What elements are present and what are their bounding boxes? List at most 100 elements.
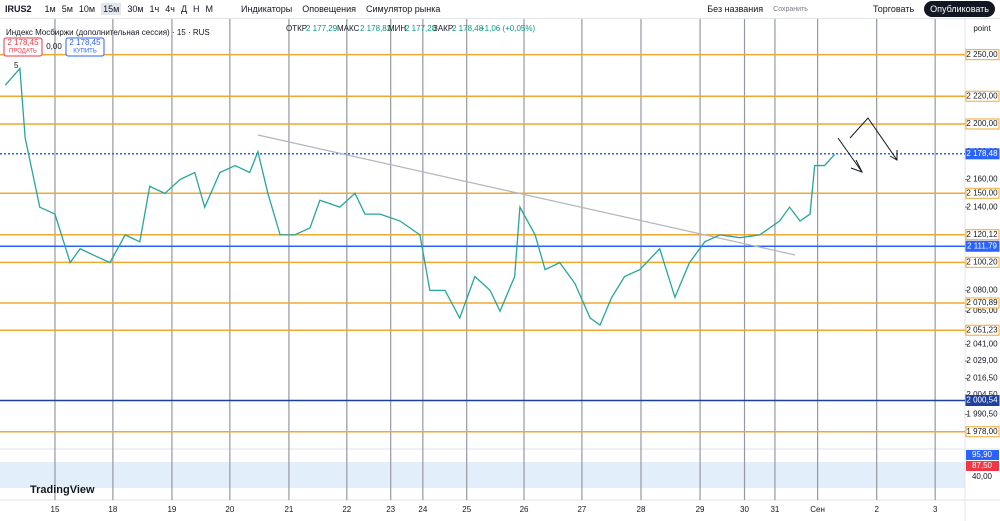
layout-name[interactable]: Без названия bbox=[707, 4, 764, 14]
level-label-box bbox=[965, 426, 1000, 438]
save[interactable]: Сохранить bbox=[773, 5, 808, 13]
interval[interactable]: 30м bbox=[127, 4, 144, 14]
osc-label-box bbox=[966, 461, 999, 471]
symbol[interactable]: IRUS2 bbox=[5, 4, 32, 14]
level-label-box bbox=[965, 90, 1000, 102]
interval[interactable]: М bbox=[205, 4, 214, 14]
x-tick-label: 21 bbox=[284, 505, 293, 514]
legend-title: Индекс Мосбиржи (дополнительная сессия) … bbox=[6, 28, 210, 37]
level-label: 2 100,20 bbox=[966, 257, 998, 266]
oscillator-band bbox=[0, 462, 965, 488]
interval[interactable]: 4ч bbox=[165, 4, 175, 14]
replay[interactable]: Симулятор рынка bbox=[365, 4, 441, 14]
intervals: 1м 5м 10м 15м 30м 1ч 4ч Д Н М bbox=[42, 3, 217, 15]
arrow-drawing bbox=[849, 117, 898, 161]
x-tick-label: 3 bbox=[933, 505, 938, 514]
sell-button[interactable] bbox=[3, 37, 43, 57]
osc-label-box bbox=[966, 450, 999, 460]
level-label: 2 200,00 bbox=[966, 119, 998, 128]
y-tick-label: 2 029,00 bbox=[966, 356, 998, 365]
x-tick-label: 15 bbox=[51, 505, 60, 514]
interval[interactable]: Н bbox=[193, 4, 200, 14]
x-tick-label: 24 bbox=[418, 505, 427, 514]
sell-label[interactable]: ПРОДАТЬ bbox=[9, 49, 37, 55]
level-label-box bbox=[965, 49, 1000, 61]
buy-price[interactable]: 2 178,45 bbox=[69, 38, 101, 47]
x-tick-label: 18 bbox=[108, 505, 117, 514]
y-tick-label: 2 004,50 bbox=[966, 390, 998, 399]
spread: 0,00 bbox=[46, 42, 62, 51]
x-tick-label: 27 bbox=[577, 505, 586, 514]
legend-high-label: МАКС bbox=[337, 24, 360, 33]
level-label: 1 978,00 bbox=[966, 427, 998, 436]
level-label: 2 150,00 bbox=[966, 188, 998, 197]
x-tick-label: 19 bbox=[167, 505, 176, 514]
level-label: 2 070,89 bbox=[966, 298, 998, 307]
alerts[interactable]: Оповещения bbox=[302, 4, 356, 14]
publish[interactable]: Опубликовать bbox=[924, 1, 995, 17]
buy-button[interactable] bbox=[65, 37, 105, 57]
x-tick-label: 23 bbox=[386, 505, 395, 514]
level-label: 2 120,12 bbox=[966, 230, 998, 239]
arrow-head bbox=[889, 150, 898, 161]
osc-label: 40,00 bbox=[972, 472, 993, 481]
x-tick-label: 30 bbox=[740, 505, 749, 514]
interval[interactable]: 1ч bbox=[149, 4, 160, 14]
level-label: 2 220,00 bbox=[966, 91, 998, 100]
watermark: TradingView bbox=[30, 484, 95, 496]
osc-label: 95,90 bbox=[972, 450, 993, 459]
y-tick-label: 2 041,00 bbox=[966, 340, 998, 349]
level-label-box bbox=[965, 148, 1000, 160]
level-label-box bbox=[965, 395, 1000, 407]
level-label-box bbox=[965, 256, 1000, 268]
y-tick-label: 2 065,00 bbox=[966, 306, 998, 315]
level-label-box bbox=[965, 187, 1000, 199]
level-label-box bbox=[965, 297, 1000, 309]
trade[interactable]: Торговать bbox=[872, 4, 915, 14]
legend-close-label: ЗАКР bbox=[433, 24, 453, 33]
osc-label: 87,50 bbox=[972, 461, 993, 470]
y-tick-label: 2 016,50 bbox=[966, 373, 998, 382]
interval[interactable]: 15м bbox=[101, 3, 122, 15]
level-label-box bbox=[965, 324, 1000, 336]
legend-open: 2 177,29 bbox=[306, 24, 338, 33]
legend-low: 2 177,28 bbox=[405, 24, 437, 33]
legend-high: 2 178,82 bbox=[360, 24, 392, 33]
count: 5 bbox=[14, 61, 19, 70]
level-label-box bbox=[965, 229, 1000, 241]
y-tick-label: 2 140,00 bbox=[966, 202, 998, 211]
x-tick-label: 2 bbox=[874, 505, 879, 514]
interval[interactable]: 1м bbox=[44, 4, 56, 14]
level-label: 2 250,00 bbox=[966, 50, 998, 59]
y-tick-label: 2 080,00 bbox=[966, 285, 998, 294]
x-tick-label: Сен bbox=[810, 505, 825, 514]
x-tick-label: 28 bbox=[637, 505, 646, 514]
price-line bbox=[4, 66, 836, 326]
x-tick-label: 25 bbox=[462, 505, 471, 514]
trend-line bbox=[257, 134, 796, 256]
osc-label-box bbox=[966, 472, 999, 482]
buy-label[interactable]: КУПИТЬ bbox=[73, 49, 97, 55]
x-tick-label: 29 bbox=[696, 505, 705, 514]
x-tick-label: 20 bbox=[225, 505, 234, 514]
level-label: 2 111,79 bbox=[967, 241, 998, 250]
arrow-drawing bbox=[837, 137, 863, 173]
legend-low-label: МИН bbox=[388, 24, 406, 33]
level-label: 2 178,48 bbox=[966, 149, 998, 158]
x-tick-label: 26 bbox=[520, 505, 529, 514]
legend-open-label: ОТКР bbox=[286, 24, 307, 33]
level-label-box bbox=[965, 118, 1000, 130]
axis-unit: point bbox=[973, 24, 991, 33]
level-label-box bbox=[965, 240, 1000, 252]
interval[interactable]: 10м bbox=[78, 4, 96, 14]
indicators[interactable]: Индикаторы bbox=[241, 4, 293, 14]
level-label: 2 051,23 bbox=[966, 325, 998, 334]
toolbar: IRUS2 1м 5м 10м 15м 30м 1ч 4ч Д Н М Индикаторы Оп… bbox=[0, 0, 1000, 19]
level-label: 2 000,54 bbox=[966, 396, 998, 405]
sell-price[interactable]: 2 178,45 bbox=[7, 38, 39, 47]
interval[interactable]: 5м bbox=[61, 4, 73, 14]
y-tick-label: 1 990,50 bbox=[966, 410, 998, 419]
interval[interactable]: Д bbox=[180, 4, 188, 14]
